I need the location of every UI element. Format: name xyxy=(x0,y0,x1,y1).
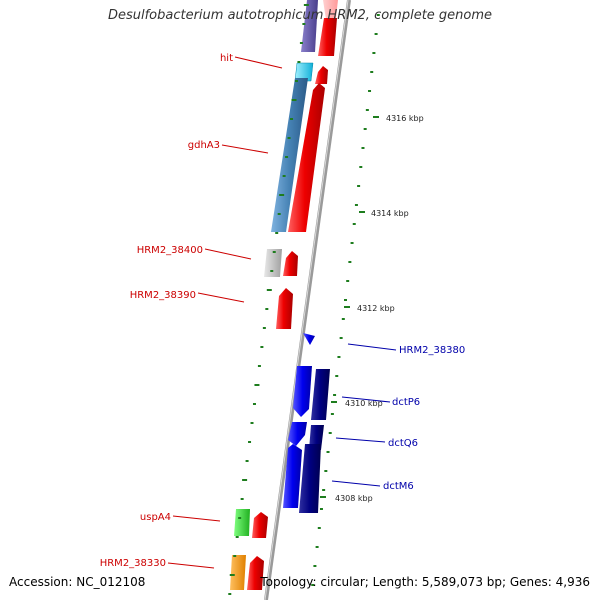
gene-HRM2_38330-red xyxy=(247,556,264,590)
gene-hit xyxy=(294,62,314,82)
gene-label-line xyxy=(197,292,245,303)
gene-label: HRM2_38390 xyxy=(130,290,196,301)
gene-label: dctP6 xyxy=(392,397,420,408)
backbone xyxy=(264,0,351,600)
map-title: Desulfobacterium autotrophicum HRM2, com… xyxy=(107,8,493,23)
gene-red-long xyxy=(288,83,325,232)
tick-track xyxy=(228,4,380,595)
gene-label: HRM2_38330 xyxy=(100,558,166,569)
gene-label-line xyxy=(221,144,269,154)
gene-HRM2_38390 xyxy=(276,288,293,329)
gene-label: uspA4 xyxy=(140,512,171,523)
scale-label: 4310 kbp xyxy=(345,399,383,408)
gene-label: HRM2_38400 xyxy=(137,245,203,256)
gene-label: dctQ6 xyxy=(388,438,418,449)
backbone-highlight xyxy=(264,0,349,600)
gene-labels: hit gdhA3 HRM2_38400 HRM2_38390 HRM2_38380dc… xyxy=(100,53,466,569)
gene-label-line xyxy=(341,396,391,403)
gene-label: HRM2_38380 xyxy=(399,345,465,356)
gene-uspA4-red xyxy=(252,512,268,538)
gene-dctP6 xyxy=(293,366,312,417)
tick-labels: 4316 kbp 4314 kbp 4312 kbp 4310 kbp 4308 kbp xyxy=(335,114,424,503)
gene-dctQ6 xyxy=(288,422,307,446)
gene-label-line xyxy=(347,343,397,351)
scale-label: 4316 kbp xyxy=(386,114,424,123)
gene-HRM2_38380 xyxy=(303,333,315,345)
gene-top-red xyxy=(318,18,337,56)
gene-uspA4 xyxy=(234,509,250,536)
scale-label: 4308 kbp xyxy=(335,494,373,503)
topology-text: Topology: circular; Length: 5,589,073 bp… xyxy=(260,575,590,589)
gene-label-line xyxy=(335,437,386,443)
gene-label: hit xyxy=(220,53,233,64)
gene-label-line xyxy=(172,515,221,522)
gene-track xyxy=(230,0,338,590)
gene-HRM2_38400-red xyxy=(283,251,298,276)
gene-label: gdhA3 xyxy=(188,140,220,151)
scale-label: 4314 kbp xyxy=(371,209,409,218)
gene-HRM2_38400 xyxy=(264,249,282,277)
gene-hit-right xyxy=(315,66,328,84)
gene-label: dctM6 xyxy=(383,481,414,492)
gene-dctQ6-right xyxy=(309,425,324,450)
scale-label: 4312 kbp xyxy=(357,304,395,313)
gene-gdhA3 xyxy=(271,78,308,232)
gene-label-line xyxy=(234,56,283,69)
gene-top-purple xyxy=(301,0,318,52)
gene-dctP6-right xyxy=(311,369,330,420)
gene-HRM2_38330 xyxy=(230,555,246,590)
gene-label-line xyxy=(204,248,252,260)
gene-label-line xyxy=(167,562,215,569)
accession-text: Accession: NC_012108 xyxy=(9,575,146,589)
gene-dctM6-right xyxy=(299,444,321,513)
label-lines xyxy=(167,56,397,569)
gene-dctM6 xyxy=(283,444,302,508)
gene-label-line xyxy=(331,480,381,487)
